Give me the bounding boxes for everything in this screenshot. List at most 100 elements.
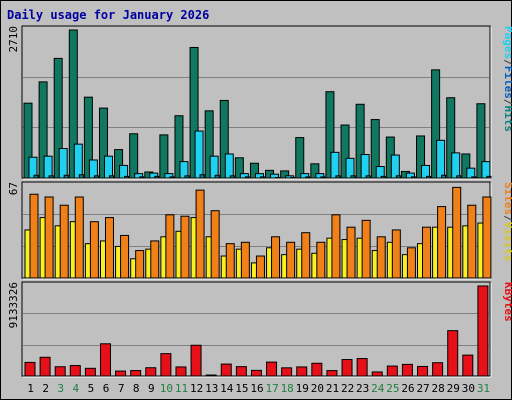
panel-2-y-max-label: 67	[7, 182, 20, 195]
legend-item: Files	[502, 66, 512, 99]
day-label-19: 19	[296, 382, 309, 395]
hits-bar-11	[174, 115, 184, 179]
kbytes-bar-31	[477, 285, 489, 377]
pages-bar-15	[244, 176, 250, 179]
day-label-16: 16	[250, 382, 263, 395]
kbytes-bar-14	[220, 363, 232, 377]
hits-bar-6	[98, 107, 108, 179]
legend-item: /	[502, 99, 512, 106]
day-label-27: 27	[416, 382, 429, 395]
pages-bar-2	[48, 175, 54, 179]
pages-bar-8	[139, 176, 145, 179]
hits-bar-19	[295, 137, 305, 179]
files-bar-2	[43, 155, 53, 179]
hits-bar-22	[340, 124, 350, 179]
kbytes-bar-29	[447, 330, 459, 377]
day-label-24: 24	[371, 382, 385, 395]
hits-bar-18	[280, 170, 290, 179]
pages-bar-13	[214, 174, 220, 179]
files-bar-13	[209, 155, 219, 179]
sites-bar-16	[255, 255, 265, 279]
day-label-5: 5	[88, 382, 95, 395]
pages-bar-16	[259, 176, 265, 179]
files-bar-12	[194, 130, 204, 179]
legend-item: KBytes	[502, 282, 512, 322]
hits-bar-13	[204, 110, 214, 179]
files-bar-16	[254, 173, 264, 179]
day-label-11: 11	[175, 382, 188, 395]
pages-bar-26	[410, 176, 416, 179]
files-bar-10	[164, 173, 174, 179]
files-bar-29	[451, 152, 461, 179]
hits-bar-23	[355, 103, 365, 179]
sites-bar-10	[165, 214, 175, 279]
kbytes-bar-17	[266, 361, 278, 377]
sites-bar-4	[74, 196, 84, 279]
day-label-22: 22	[341, 382, 354, 395]
hits-bar-8	[129, 133, 139, 179]
files-bar-6	[103, 155, 113, 179]
day-label-20: 20	[311, 382, 324, 395]
kbytes-bar-20	[311, 362, 323, 377]
kbytes-bar-16	[250, 369, 262, 377]
kbytes-bar-4	[69, 365, 81, 377]
pages-bar-22	[350, 175, 356, 179]
sites-bar-21	[331, 214, 341, 279]
hits-bar-4	[68, 29, 78, 179]
pages-bar-1	[33, 174, 39, 179]
pages-bar-4	[78, 174, 84, 179]
pages-bar-19	[305, 176, 311, 179]
files-bar-15	[239, 173, 249, 179]
files-bar-25	[390, 154, 400, 179]
sites-bar-13	[210, 210, 220, 279]
sites-bar-5	[89, 221, 99, 279]
pages-bar-25	[395, 175, 401, 179]
files-bar-14	[224, 153, 234, 179]
day-label-1: 1	[27, 382, 34, 395]
hits-bar-1	[23, 102, 33, 179]
hits-bar-24	[370, 119, 380, 179]
files-bar-18	[285, 175, 295, 179]
kbytes-bar-2	[39, 356, 51, 377]
panel-3-y-max-label: 9133326	[7, 282, 20, 328]
sites-bar-11	[180, 215, 190, 279]
sites-bar-24	[376, 236, 386, 279]
hits-bar-16	[249, 162, 259, 179]
pages-bar-30	[471, 176, 477, 179]
day-label-23: 23	[356, 382, 369, 395]
files-bar-17	[270, 173, 280, 179]
chart-title: Daily usage for January 2026	[7, 8, 210, 22]
files-bar-23	[360, 154, 370, 179]
day-label-17: 17	[265, 382, 278, 395]
sites-bar-28	[437, 206, 447, 279]
sites-bar-15	[240, 241, 250, 279]
files-bar-28	[436, 139, 446, 179]
hits-bar-10	[159, 134, 169, 179]
day-label-10: 10	[160, 382, 173, 395]
sites-bar-3	[59, 204, 69, 279]
hits-bar-27	[416, 135, 426, 179]
day-label-7: 7	[118, 382, 125, 395]
panel-3-frame	[21, 281, 491, 377]
files-bar-5	[88, 159, 98, 179]
kbytes-bar-1	[24, 361, 36, 377]
pages-bar-7	[124, 175, 130, 179]
hits-bar-7	[114, 149, 124, 179]
panel-3-legend: KBytes	[502, 282, 512, 322]
pages-bar-10	[169, 176, 175, 179]
kbytes-bar-30	[462, 354, 474, 377]
kbytes-bar-10	[160, 353, 172, 377]
sites-bar-20	[316, 241, 326, 279]
kbytes-bar-7	[115, 370, 127, 377]
kbytes-bar-6	[99, 343, 111, 377]
day-label-15: 15	[235, 382, 248, 395]
sites-bar-8	[135, 250, 145, 279]
sites-bar-12	[195, 189, 205, 279]
kbytes-bar-26	[401, 363, 413, 377]
pages-bar-11	[184, 175, 190, 179]
legend-item: /	[502, 59, 512, 66]
hits-bar-12	[189, 46, 199, 179]
hits-bar-29	[446, 97, 456, 179]
sites-bar-6	[104, 217, 114, 279]
day-label-12: 12	[190, 382, 203, 395]
